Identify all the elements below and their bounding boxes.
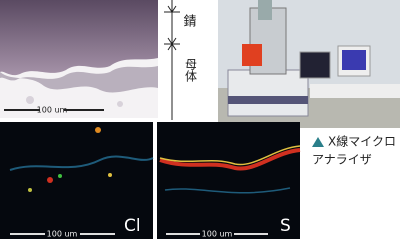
caption-line: アナライザ [312, 153, 372, 167]
element-label: S [280, 216, 291, 236]
cl-map: 100 um Cl [0, 122, 154, 239]
s-map: 100 um S [157, 122, 301, 239]
scale-bar-label: 100 um [37, 106, 68, 115]
scale-bar-label: 100 um [202, 230, 233, 239]
rust-label: 錆 [183, 15, 196, 30]
instrument-photo [218, 0, 400, 128]
caption-line: X線マイクロ [328, 134, 396, 149]
element-label: Cl [124, 216, 141, 236]
caption-marker [312, 137, 324, 147]
micrograph: 100 um [0, 0, 158, 118]
scale-bar-label: 100 um [47, 230, 78, 239]
depth-marker [164, 0, 180, 120]
base-label: 母体 [184, 58, 198, 83]
